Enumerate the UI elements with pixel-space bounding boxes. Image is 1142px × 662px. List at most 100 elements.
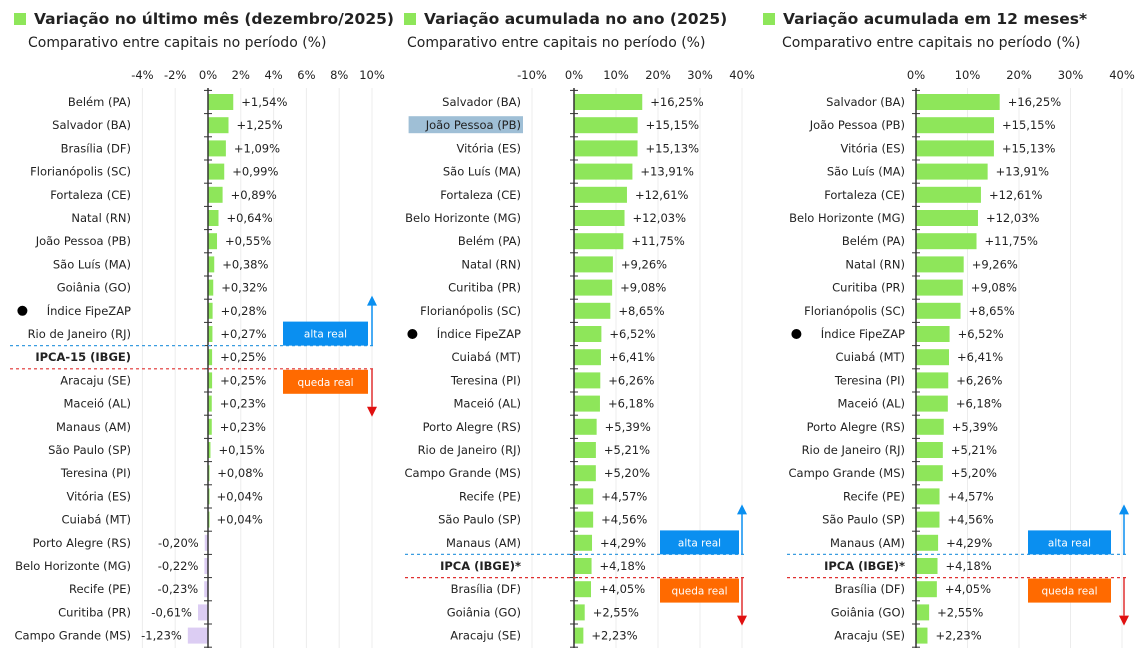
value-label: +5,20% bbox=[604, 466, 650, 480]
bar bbox=[916, 186, 981, 203]
down-arrow-head-icon bbox=[1119, 615, 1129, 626]
category-label: Campo Grande (MS) bbox=[15, 629, 131, 643]
value-label: -0,22% bbox=[158, 559, 199, 573]
value-label: +6,18% bbox=[608, 397, 654, 411]
category-label: Brasília (DF) bbox=[835, 582, 905, 596]
category-label: Florianópolis (SC) bbox=[30, 165, 131, 179]
value-label: +6,52% bbox=[609, 327, 655, 341]
category-label: Cuiabá (MT) bbox=[836, 350, 905, 364]
bar bbox=[187, 627, 208, 644]
value-label: +6,41% bbox=[609, 350, 655, 364]
chart-2-subtitle: Comparativo entre capitais no período (%… bbox=[407, 35, 706, 51]
category-label: Índice FipeZAP bbox=[821, 326, 905, 341]
bar bbox=[574, 558, 592, 574]
category-label: Recife (PE) bbox=[69, 582, 131, 596]
chart-3: 0% 10% 20% 30% 40% Salvador (BA) +16,25% João P… bbox=[787, 68, 1135, 648]
alta-real-label: alta real bbox=[304, 329, 347, 341]
category-label: Rio de Janeiro (RJ) bbox=[28, 327, 131, 341]
bar bbox=[574, 581, 592, 598]
x-tick-label: 4% bbox=[264, 68, 282, 82]
category-label: Brasília (DF) bbox=[61, 141, 131, 155]
value-label: +2,23% bbox=[591, 629, 637, 643]
bar bbox=[574, 186, 627, 203]
category-label: Florianópolis (SC) bbox=[804, 304, 905, 318]
category-label: Manaus (AM) bbox=[446, 536, 521, 550]
up-arrow-head-icon bbox=[1119, 504, 1129, 515]
value-label: +16,25% bbox=[1008, 95, 1062, 109]
value-label: +0,23% bbox=[220, 420, 266, 434]
bar bbox=[208, 442, 211, 458]
value-label: +5,21% bbox=[951, 443, 997, 457]
category-label: Maceió (AL) bbox=[63, 397, 131, 411]
x-tick-label: -4% bbox=[131, 68, 153, 82]
category-label: Recife (PE) bbox=[843, 489, 905, 503]
value-label: +0,38% bbox=[222, 257, 268, 271]
bar bbox=[574, 604, 585, 621]
bar bbox=[916, 372, 949, 389]
bar bbox=[208, 186, 223, 203]
x-tick-label: 30% bbox=[1058, 68, 1084, 82]
category-label: João Pessoa (PB) bbox=[809, 118, 905, 132]
category-label: Rio de Janeiro (RJ) bbox=[802, 443, 905, 457]
bar bbox=[916, 558, 938, 574]
category-label: Cuiabá (MT) bbox=[62, 513, 131, 527]
category-label: Belém (PA) bbox=[458, 234, 521, 248]
category-label: São Paulo (SP) bbox=[48, 443, 131, 457]
value-label: +0,55% bbox=[225, 234, 271, 248]
alta-real-label: alta real bbox=[678, 537, 721, 549]
bar bbox=[208, 349, 213, 366]
category-label: Aracaju (SE) bbox=[834, 629, 905, 643]
x-tick-label: -10% bbox=[517, 68, 547, 82]
value-label: +11,75% bbox=[985, 234, 1039, 248]
x-tick-label: 40% bbox=[1109, 68, 1135, 82]
bar bbox=[916, 488, 940, 505]
bar bbox=[574, 418, 597, 435]
category-label: Curitiba (PR) bbox=[832, 281, 905, 295]
alta-real-box bbox=[283, 321, 368, 346]
queda-real-label: queda real bbox=[1041, 586, 1097, 598]
value-label: +4,29% bbox=[600, 536, 646, 550]
x-tick-label: 2% bbox=[232, 68, 250, 82]
bar bbox=[574, 534, 593, 551]
highlight-selection bbox=[408, 116, 523, 134]
queda-real-box bbox=[1028, 578, 1111, 603]
bar bbox=[574, 117, 638, 134]
x-tick-label: 20% bbox=[1006, 68, 1032, 82]
bar bbox=[916, 534, 939, 551]
category-label: Teresina (PI) bbox=[60, 466, 131, 480]
bar bbox=[208, 279, 214, 296]
down-arrow-head-icon bbox=[367, 406, 377, 417]
bar bbox=[574, 349, 601, 366]
value-label: -0,20% bbox=[158, 536, 199, 550]
bar bbox=[916, 395, 948, 412]
bar bbox=[208, 233, 218, 250]
category-label: Teresina (PI) bbox=[450, 373, 521, 387]
category-label: Belém (PA) bbox=[842, 234, 905, 248]
bar bbox=[204, 534, 208, 551]
value-label: +0,27% bbox=[220, 327, 266, 341]
category-label: IPCA (IBGE)* bbox=[440, 559, 521, 573]
value-label: +4,57% bbox=[948, 489, 994, 503]
legend-square-icon bbox=[763, 13, 775, 25]
value-label: +2,55% bbox=[593, 605, 639, 619]
category-label: Aracaju (SE) bbox=[60, 373, 131, 387]
category-label: Rio de Janeiro (RJ) bbox=[418, 443, 521, 457]
value-label: +8,65% bbox=[969, 304, 1015, 318]
index-bullet-icon bbox=[791, 329, 802, 339]
category-label: Salvador (BA) bbox=[52, 118, 131, 132]
index-bullet-icon bbox=[407, 329, 418, 339]
category-label: IPCA (IBGE)* bbox=[824, 559, 905, 573]
category-label: Recife (PE) bbox=[459, 489, 521, 503]
queda-real-box bbox=[660, 578, 739, 603]
chart-1-subtitle: Comparativo entre capitais no período (%… bbox=[28, 35, 327, 51]
x-tick-label: 10% bbox=[359, 68, 385, 82]
value-label: +8,65% bbox=[618, 304, 664, 318]
bar bbox=[916, 418, 944, 435]
value-label: +0,64% bbox=[226, 211, 272, 225]
category-label: Salvador (BA) bbox=[826, 95, 905, 109]
chart-1-title: Variação no último mês (dezembro/2025) bbox=[14, 10, 394, 28]
category-label: Manaus (AM) bbox=[830, 536, 905, 550]
x-tick-label: -2% bbox=[164, 68, 186, 82]
value-label: +6,26% bbox=[608, 373, 654, 387]
